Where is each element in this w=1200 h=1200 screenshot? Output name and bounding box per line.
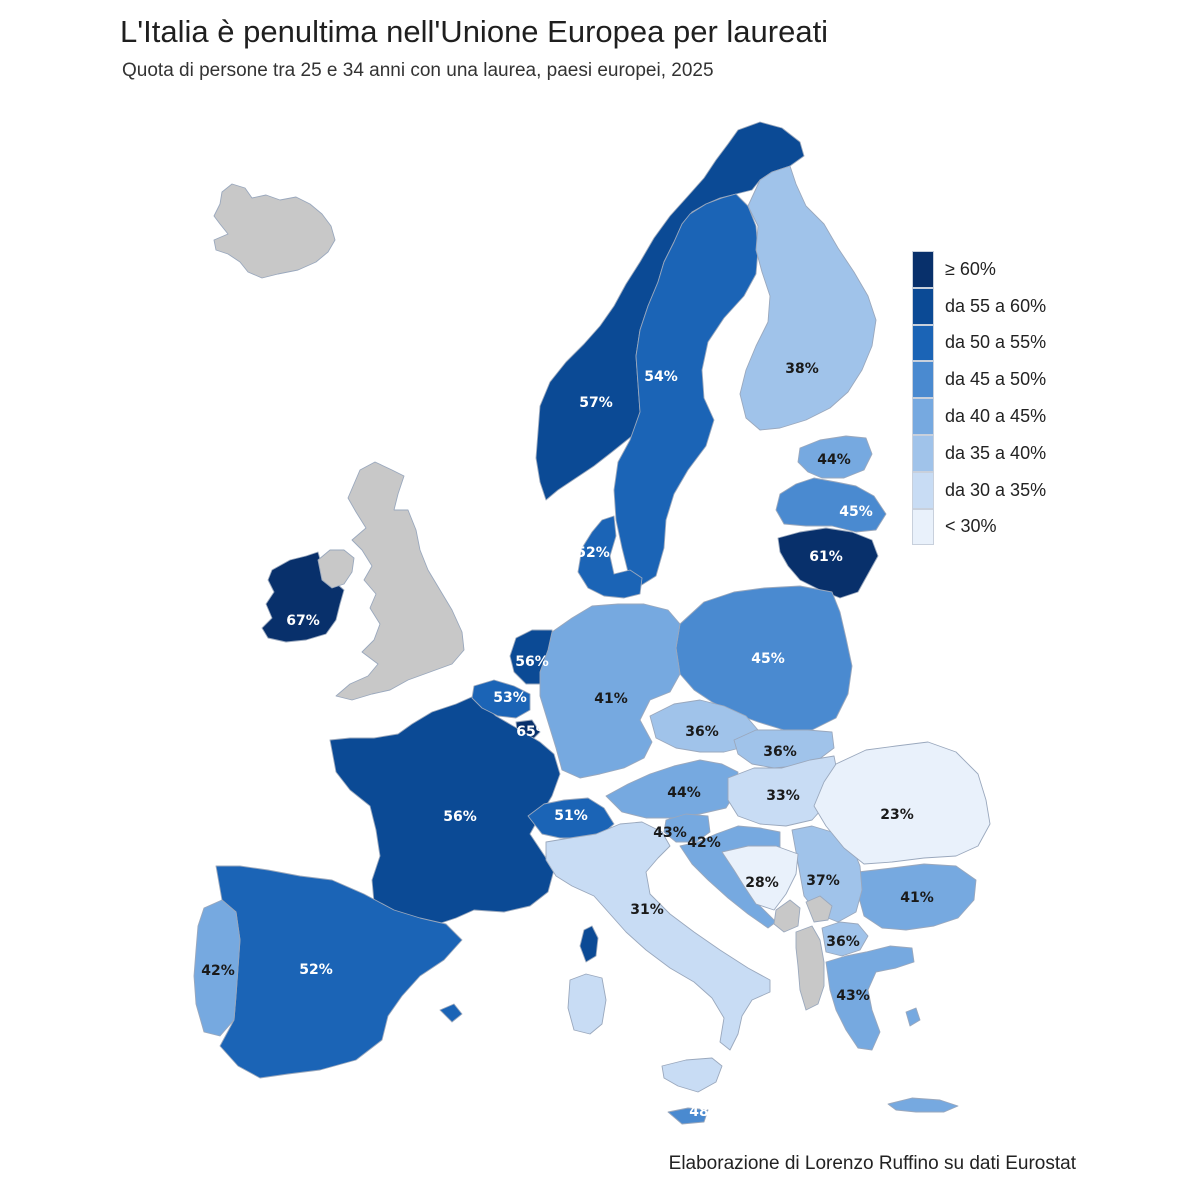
value-label-austria: 44% <box>667 785 701 801</box>
value-label-spain: 52% <box>299 962 333 978</box>
country-montenegro <box>773 899 801 933</box>
country-albania <box>795 925 825 1011</box>
legend-swatch <box>912 324 934 362</box>
country-estonia <box>797 435 873 479</box>
legend-item: da 30 a 35% <box>912 471 1047 509</box>
value-label-belgium: 53% <box>493 690 527 706</box>
value-label-romania: 23% <box>880 807 914 823</box>
country-greece <box>905 1007 921 1027</box>
value-label-greece: 43% <box>836 988 870 1004</box>
legend-swatch <box>912 251 934 288</box>
value-label-norway: 57% <box>579 395 613 411</box>
value-label-denmark: 52% <box>576 545 610 561</box>
country-lithuania <box>777 527 879 599</box>
value-label-ireland: 67% <box>286 613 320 629</box>
country-latvia <box>775 477 887 533</box>
value-label-finland: 38% <box>785 361 819 377</box>
legend-item: < 30% <box>912 508 1046 546</box>
legend-label: da 45 a 50% <box>945 369 1047 390</box>
country-value-labels: 67% 61% 65% 57% 56% 56% 54% 53% 52% 52% 51% 48% 45% 4… <box>201 361 934 1120</box>
value-label-estonia: 44% <box>817 452 851 468</box>
legend-label: da 35 a 40% <box>945 442 1047 463</box>
country-north-macedonia <box>821 921 869 957</box>
map-title: L'Italia è penultima nell'Unione Europea… <box>120 14 829 49</box>
legend-swatch <box>912 471 934 509</box>
country-slovakia <box>733 729 835 769</box>
country-kosovo <box>805 895 833 923</box>
country-poland <box>675 585 853 731</box>
map-subtitle: Quota di persone tra 25 e 34 anni con un… <box>122 60 714 81</box>
value-label-czechia: 36% <box>685 724 719 740</box>
value-label-netherlands: 56% <box>515 654 549 670</box>
country-united-kingdom <box>335 461 465 701</box>
legend-label: da 50 a 55% <box>945 332 1047 353</box>
value-label-luxembourg: 65% <box>516 724 550 740</box>
country-france <box>579 925 599 963</box>
country-cyprus <box>667 1107 709 1125</box>
legend-item: da 55 a 60% <box>912 287 1047 325</box>
country-greece <box>825 945 915 1051</box>
country-slovenia <box>663 813 711 843</box>
legend-item: da 40 a 45% <box>912 398 1046 435</box>
legend-swatch <box>912 398 934 435</box>
legend-label: da 30 a 35% <box>945 479 1047 500</box>
country-shapes <box>193 121 991 1125</box>
legend-swatch <box>912 361 934 399</box>
legend-item: da 35 a 40% <box>912 434 1047 472</box>
legend-item: da 50 a 55% <box>912 324 1047 362</box>
country-denmark <box>577 515 643 599</box>
legend-item: da 45 a 50% <box>912 361 1047 399</box>
value-label-cyprus: 48% <box>689 1104 723 1120</box>
legend-swatch <box>912 287 934 325</box>
legend-item: ≥ 60% <box>912 251 1046 288</box>
value-label-hungary: 33% <box>766 788 800 804</box>
value-label-slovakia: 36% <box>763 744 797 760</box>
value-label-croatia: 42% <box>687 835 721 851</box>
value-label-italy: 31% <box>630 902 664 918</box>
legend-label: < 30% <box>945 516 997 537</box>
country-spain <box>439 1003 463 1023</box>
country-belgium <box>471 679 531 719</box>
source-caption: Elaborazione di Lorenzo Ruffino su dati … <box>668 1153 1076 1174</box>
country-romania <box>813 741 991 865</box>
value-label-switzerland: 51% <box>554 808 588 824</box>
legend-label: ≥ 60% <box>945 258 996 279</box>
value-label-sweden: 54% <box>644 369 678 385</box>
country-norway <box>535 121 805 501</box>
value-label-serbia: 37% <box>806 873 840 889</box>
country-northern-ireland <box>317 549 355 589</box>
legend-label: da 40 a 45% <box>945 406 1047 427</box>
value-label-slovenia: 43% <box>653 825 687 841</box>
value-label-poland: 45% <box>751 651 785 667</box>
map-legend: ≥ 60% da 55 a 60% da 50 a 55% da 45 a 50… <box>912 251 1047 546</box>
value-label-portugal: 42% <box>201 963 235 979</box>
value-label-bulgaria: 41% <box>900 890 934 906</box>
country-finland <box>739 165 877 431</box>
value-label-bosnia-and-herzegovina: 28% <box>745 875 779 891</box>
country-italy <box>661 1057 723 1093</box>
value-label-north-macedonia: 36% <box>826 934 860 950</box>
country-bosnia-and-herzegovina <box>721 845 799 911</box>
legend-label: da 55 a 60% <box>945 295 1047 316</box>
value-label-lithuania: 61% <box>809 549 843 565</box>
country-italy <box>567 973 607 1035</box>
country-germany <box>539 603 681 779</box>
value-label-latvia: 45% <box>839 504 873 520</box>
value-label-france: 56% <box>443 809 477 825</box>
country-italy <box>545 821 771 1051</box>
country-bulgaria <box>857 863 977 931</box>
value-label-germany: 41% <box>594 691 628 707</box>
country-greece <box>887 1097 959 1113</box>
legend-swatch <box>912 508 934 546</box>
country-portugal <box>193 899 241 1037</box>
country-switzerland <box>527 797 615 839</box>
legend-swatch <box>912 434 934 472</box>
country-iceland <box>213 183 336 279</box>
